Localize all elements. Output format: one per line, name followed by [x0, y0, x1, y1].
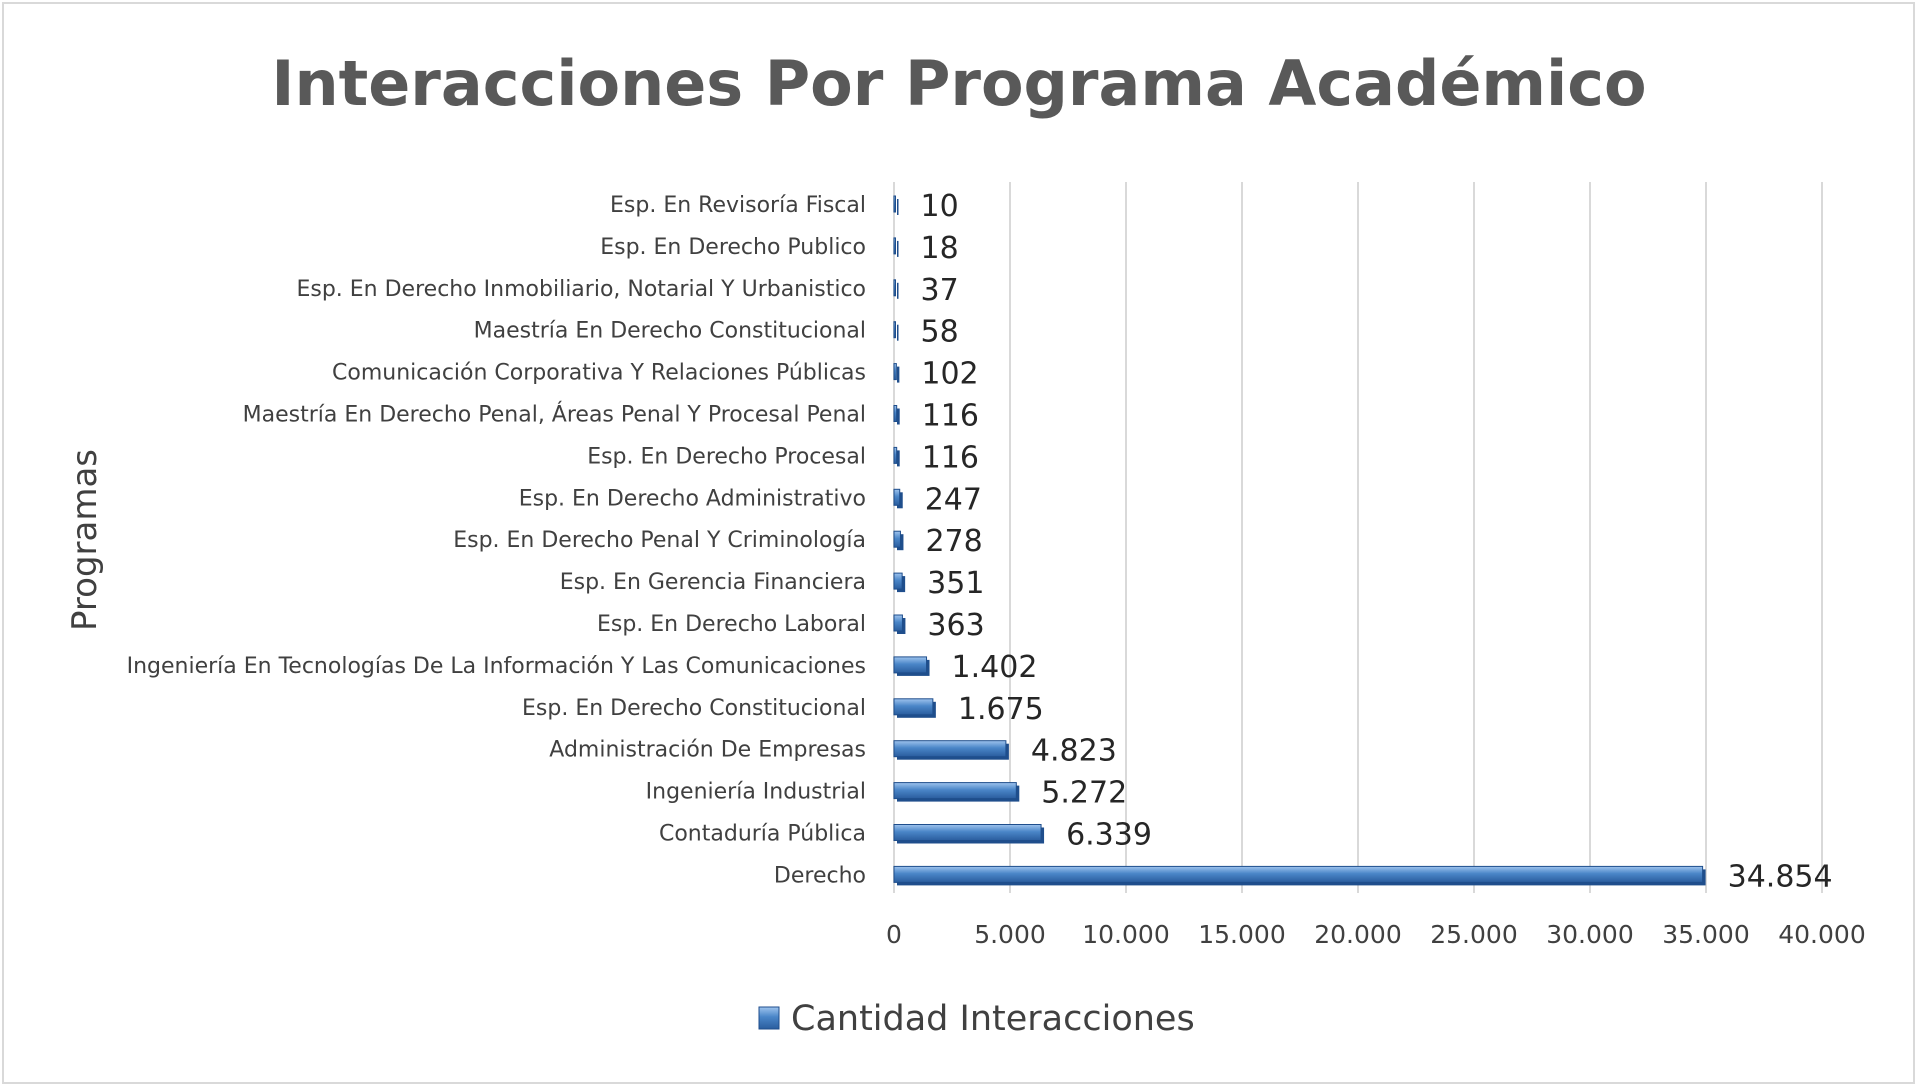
- bar-shadow: [897, 324, 899, 341]
- bar-face: [893, 195, 896, 213]
- bar-face: [893, 405, 898, 422]
- category-labels: Esp. En Revisoría Fiscal Esp. En Derecho …: [127, 193, 866, 888]
- category-label: Esp. En Derecho Publico: [600, 235, 866, 260]
- category-label: Esp. En Gerencia Financiera: [560, 570, 866, 595]
- data-label: 58: [921, 315, 959, 350]
- category-label: Ingeniería En Tecnologías De La Informac…: [127, 654, 866, 679]
- bar-shadow: [897, 450, 900, 467]
- bar[interactable]: [893, 488, 903, 509]
- category-label: Esp. En Derecho Administrativo: [519, 486, 866, 511]
- bar[interactable]: [893, 195, 899, 215]
- bar[interactable]: [893, 530, 904, 551]
- bar[interactable]: [893, 782, 1020, 802]
- data-label: 363: [927, 608, 984, 643]
- data-label: 116: [922, 440, 979, 475]
- data-label: 247: [925, 482, 982, 517]
- category-label: Ingeniería Industrial: [646, 780, 866, 805]
- legend-swatch: [758, 1006, 780, 1030]
- data-label: 37: [921, 273, 959, 308]
- bar[interactable]: [893, 363, 900, 383]
- x-tick-label: 5.000: [974, 920, 1046, 949]
- data-label: 6.339: [1066, 818, 1152, 853]
- data-label: 278: [925, 524, 982, 559]
- bar[interactable]: [893, 405, 900, 425]
- category-label: Comunicación Corporativa Y Relaciones Pú…: [332, 361, 866, 386]
- bar-face: [893, 530, 901, 548]
- bar[interactable]: [893, 446, 900, 467]
- bar[interactable]: [893, 698, 936, 718]
- legend[interactable]: Cantidad Interacciones: [758, 999, 1195, 1039]
- data-label: 1.675: [958, 692, 1044, 727]
- bar-shadow: [897, 199, 899, 215]
- category-label: Esp. En Derecho Penal Y Criminología: [453, 528, 866, 553]
- bar-face: [893, 488, 901, 506]
- data-label: 5.272: [1041, 776, 1127, 811]
- bar-face: [893, 572, 903, 590]
- category-label: Administración De Empresas: [549, 738, 866, 763]
- bar-face: [893, 446, 898, 464]
- bar-shadow: [897, 366, 900, 383]
- category-label: Maestría En Derecho Constitucional: [474, 319, 866, 344]
- data-label: 18: [921, 231, 959, 266]
- data-label: 351: [927, 566, 984, 601]
- data-label: 34.854: [1728, 859, 1833, 894]
- data-label: 116: [922, 399, 979, 434]
- chart-title: Interacciones Por Programa Académico: [271, 47, 1646, 120]
- y-axis-title: Programas: [65, 449, 105, 631]
- bar[interactable]: [893, 614, 906, 634]
- x-tick-label: 30.000: [1546, 920, 1633, 949]
- x-tick-label: 15.000: [1198, 920, 1285, 949]
- bars: [893, 195, 1706, 886]
- legend-label: Cantidad Interacciones: [791, 999, 1195, 1039]
- category-label: Maestría En Derecho Penal, Áreas Penal Y…: [243, 402, 866, 428]
- bar[interactable]: [893, 865, 1706, 886]
- bar-face: [893, 279, 896, 297]
- bar[interactable]: [893, 656, 930, 676]
- bar[interactable]: [893, 824, 1045, 844]
- category-label: Esp. En Derecho Laboral: [597, 612, 866, 637]
- bar-shadow: [897, 282, 899, 299]
- bar-face: [893, 321, 896, 339]
- data-label: 4.823: [1031, 734, 1117, 769]
- bar-face: [893, 698, 934, 716]
- x-tick-label: 10.000: [1082, 920, 1169, 949]
- bar-face: [893, 782, 1017, 800]
- bar-face: [893, 656, 928, 674]
- bar-shadow: [897, 408, 900, 425]
- data-label: 102: [921, 357, 978, 392]
- bar[interactable]: [893, 572, 906, 593]
- bar[interactable]: [893, 740, 1009, 760]
- bar[interactable]: [893, 321, 899, 341]
- x-tick-label: 40.000: [1778, 920, 1865, 949]
- x-tick-label: 35.000: [1662, 920, 1749, 949]
- bar-shadow: [897, 240, 899, 257]
- bar-face: [893, 614, 903, 632]
- x-tick-label: 25.000: [1430, 920, 1517, 949]
- category-label: Esp. En Derecho Inmobiliario, Notarial Y…: [296, 277, 866, 302]
- data-label: 10: [921, 189, 959, 224]
- x-axis-ticks: 0 5.000 10.000 15.000 20.000 25.000 30.000 35.0…: [886, 920, 1866, 949]
- data-labels: 10 18 37 58 102 116 116 247 278 351 363 1.402 1.675 4…: [921, 189, 1833, 894]
- bar-face: [893, 363, 897, 381]
- bar[interactable]: [893, 237, 899, 257]
- category-label: Derecho: [774, 863, 866, 888]
- gridlines: [893, 182, 1823, 893]
- x-tick-label: 0: [886, 920, 902, 949]
- x-tick-label: 20.000: [1314, 920, 1401, 949]
- category-label: Esp. En Derecho Constitucional: [522, 696, 866, 721]
- category-label: Contaduría Pública: [659, 822, 866, 847]
- data-label: 1.402: [952, 650, 1038, 685]
- bar[interactable]: [893, 279, 899, 299]
- bar-face: [893, 865, 1704, 883]
- bar-face: [893, 237, 896, 255]
- category-label: Esp. En Revisoría Fiscal: [610, 193, 866, 218]
- bar-face: [893, 824, 1042, 841]
- bar-face: [893, 740, 1007, 758]
- category-label: Esp. En Derecho Procesal: [587, 444, 866, 469]
